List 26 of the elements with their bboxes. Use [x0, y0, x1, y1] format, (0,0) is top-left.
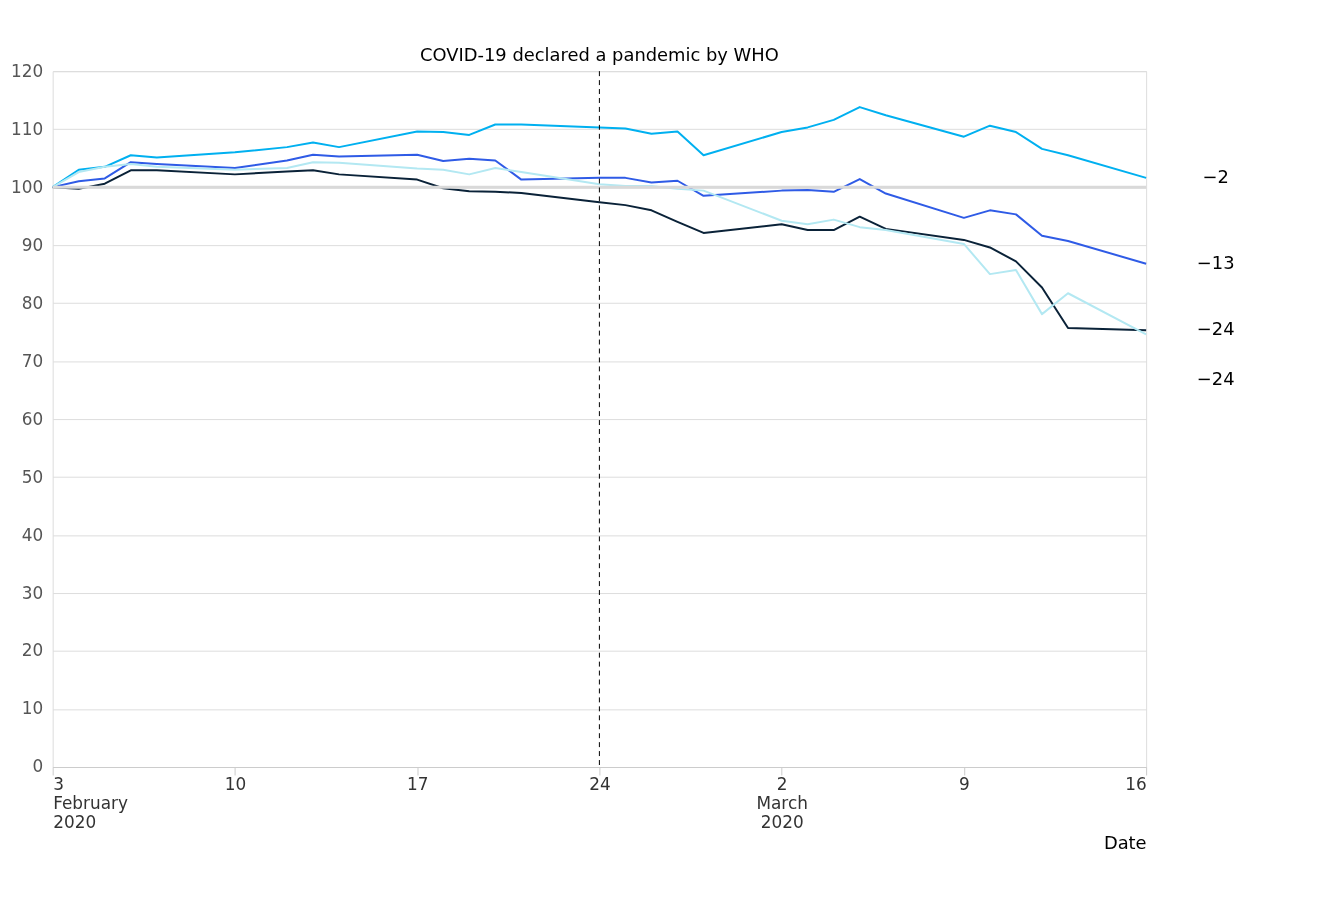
x-tick-label: 16 [1125, 774, 1147, 795]
y-tick-label: 20 [21, 640, 44, 661]
x-tick-label: 9 [959, 774, 970, 795]
x-tick-label: 17 [406, 774, 429, 795]
x-tick-label: 24 [589, 774, 611, 795]
y-tick-label: 100 [11, 176, 44, 197]
text: −24 [1196, 318, 1235, 340]
y-tick-label: 30 [21, 582, 44, 603]
y-tick-label: 80 [21, 292, 44, 313]
y-tick-label: 0 [32, 756, 44, 777]
y-tick-label: 110 [11, 118, 44, 139]
y-tick-label: 50 [21, 466, 44, 487]
y-tick-label: 90 [21, 234, 44, 255]
y-tick-label: 120 [11, 60, 44, 81]
x-tick-label: 2 March 2020 [756, 774, 808, 833]
text: −2 [1202, 165, 1229, 187]
text: −24 [1196, 368, 1235, 390]
y-tick-label: 40 [21, 524, 44, 545]
y-tick-label: 60 [21, 408, 44, 429]
x-axis-title: Date [1103, 832, 1147, 853]
x-tick-label: 3 February 2020 [53, 774, 128, 833]
y-tick-label: 70 [21, 350, 44, 371]
ref-line-label: COVID-19 declared a pandemic by WHO [420, 44, 779, 66]
x-tick-label: 10 [224, 774, 247, 795]
y-tick-label: 10 [21, 698, 44, 719]
text: −13 [1196, 251, 1235, 273]
